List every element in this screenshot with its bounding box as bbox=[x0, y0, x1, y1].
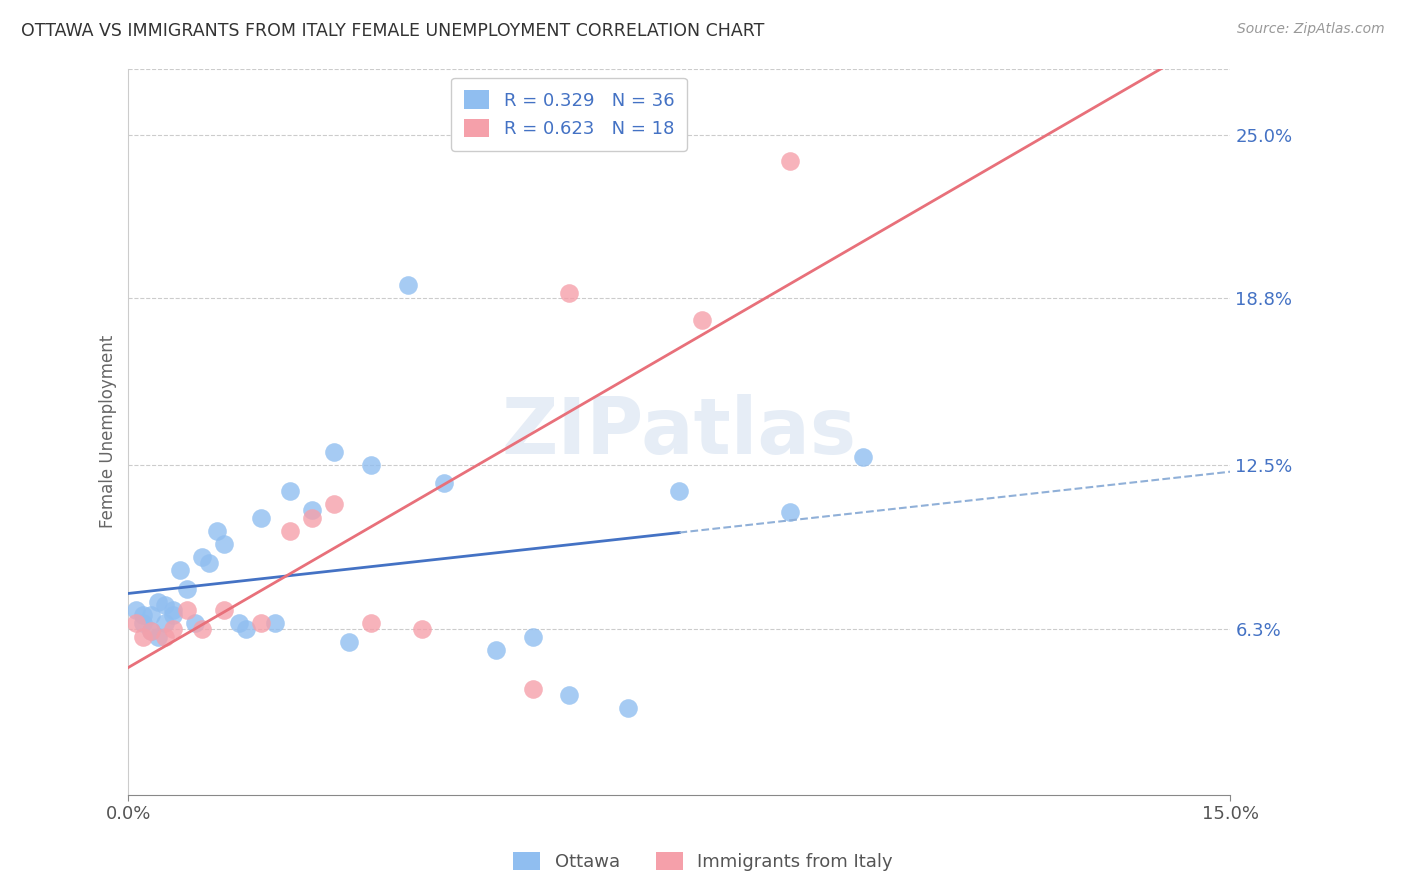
Point bbox=[153, 616, 176, 631]
Point bbox=[125, 603, 148, 617]
Point bbox=[176, 603, 198, 617]
Point bbox=[249, 510, 271, 524]
Point bbox=[558, 286, 581, 301]
Point bbox=[433, 476, 456, 491]
Point bbox=[337, 635, 360, 649]
Point bbox=[169, 564, 191, 578]
Point bbox=[278, 524, 301, 538]
Point bbox=[301, 510, 323, 524]
Point bbox=[162, 608, 184, 623]
Legend: R = 0.329   N = 36, R = 0.623   N = 18: R = 0.329 N = 36, R = 0.623 N = 18 bbox=[451, 78, 688, 151]
Point bbox=[690, 312, 713, 326]
Point bbox=[522, 630, 544, 644]
Point bbox=[264, 616, 287, 631]
Legend: Ottawa, Immigrants from Italy: Ottawa, Immigrants from Italy bbox=[506, 845, 900, 879]
Text: ZIPatlas: ZIPatlas bbox=[502, 393, 858, 470]
Point bbox=[249, 616, 271, 631]
Point bbox=[191, 622, 214, 636]
Y-axis label: Female Unemployment: Female Unemployment bbox=[100, 335, 117, 528]
Point bbox=[522, 682, 544, 697]
Point bbox=[228, 616, 250, 631]
Point bbox=[132, 630, 155, 644]
Point bbox=[235, 622, 257, 636]
Point bbox=[139, 608, 162, 623]
Point bbox=[132, 616, 155, 631]
Point bbox=[132, 608, 155, 623]
Point bbox=[153, 598, 176, 612]
Point bbox=[396, 278, 419, 293]
Point bbox=[301, 502, 323, 516]
Point bbox=[360, 458, 382, 472]
Point bbox=[668, 484, 690, 499]
Point bbox=[360, 616, 382, 631]
Point bbox=[139, 624, 162, 639]
Point bbox=[212, 603, 235, 617]
Point bbox=[191, 550, 214, 565]
Point bbox=[205, 524, 228, 538]
Point bbox=[779, 505, 801, 519]
Point bbox=[176, 582, 198, 596]
Point bbox=[411, 622, 433, 636]
Point bbox=[198, 556, 221, 570]
Point bbox=[153, 630, 176, 644]
Point bbox=[162, 622, 184, 636]
Point bbox=[852, 450, 875, 464]
Point bbox=[278, 484, 301, 499]
Point bbox=[779, 153, 801, 168]
Point bbox=[183, 616, 205, 631]
Point bbox=[323, 444, 346, 458]
Point bbox=[323, 498, 346, 512]
Point bbox=[485, 642, 508, 657]
Text: Source: ZipAtlas.com: Source: ZipAtlas.com bbox=[1237, 22, 1385, 37]
Point bbox=[146, 595, 169, 609]
Point bbox=[146, 630, 169, 644]
Point bbox=[162, 603, 184, 617]
Point bbox=[212, 537, 235, 551]
Point bbox=[617, 701, 640, 715]
Point bbox=[558, 688, 581, 702]
Point bbox=[125, 616, 148, 631]
Text: OTTAWA VS IMMIGRANTS FROM ITALY FEMALE UNEMPLOYMENT CORRELATION CHART: OTTAWA VS IMMIGRANTS FROM ITALY FEMALE U… bbox=[21, 22, 765, 40]
Point bbox=[139, 624, 162, 639]
